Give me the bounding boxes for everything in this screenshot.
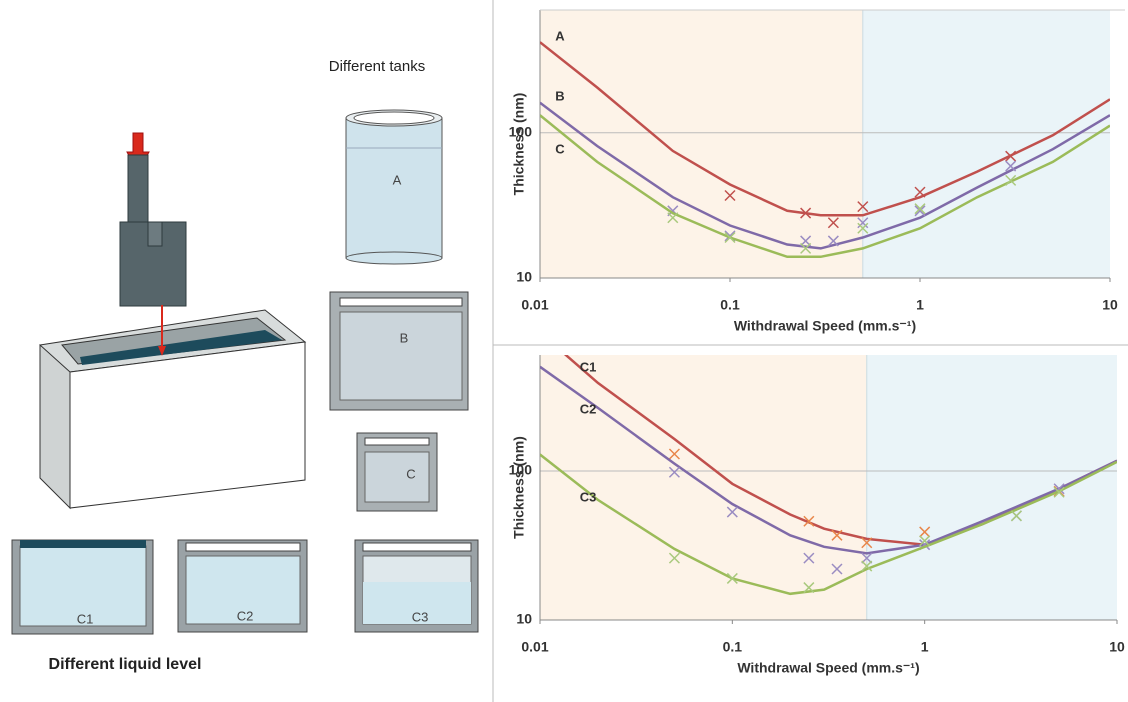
- y-axis-title: Thickness (nm): [511, 436, 527, 539]
- tank-c-inner: [365, 452, 429, 502]
- level-label: C2: [237, 608, 254, 623]
- series-label: C1: [580, 359, 597, 374]
- tank-side: [40, 345, 70, 508]
- series-label: C: [555, 141, 565, 156]
- diagram: Different tanks A B C C1: [12, 58, 478, 673]
- y-tick-label: 10: [516, 269, 532, 285]
- x-tick-label: 0.1: [723, 639, 743, 655]
- x-axis-title: Withdrawal Speed (mm.s⁻¹): [737, 660, 919, 676]
- tank-a-base: [346, 252, 442, 264]
- tank-label: B: [400, 330, 409, 345]
- y-axis-title: Thickness (nm): [511, 93, 527, 196]
- tanks-title: Different tanks: [329, 58, 425, 75]
- series-label: A: [555, 28, 565, 43]
- levels-title: Different liquid level: [49, 656, 202, 673]
- x-tick-label: 1: [921, 639, 929, 655]
- tank-c-opening: [365, 438, 429, 445]
- tank-a-opening: [354, 112, 434, 124]
- x-tick-label: 10: [1109, 639, 1125, 655]
- figure: Different tanks A B C C1: [0, 0, 1128, 702]
- x-tick-label: 0.01: [521, 297, 548, 313]
- tank-label: A: [393, 172, 402, 187]
- series-label: C3: [580, 489, 597, 504]
- tank-label: C: [406, 466, 415, 481]
- region: [863, 10, 1110, 278]
- x-tick-label: 10: [1102, 297, 1118, 313]
- y-tick-label: 10: [516, 611, 532, 627]
- region: [540, 355, 867, 620]
- tank-b-opening: [340, 298, 462, 306]
- tank-c3-opening: [363, 543, 471, 551]
- region: [540, 10, 863, 278]
- level-label: C3: [412, 609, 429, 624]
- x-tick-label: 1: [916, 297, 924, 313]
- x-axis-title: Withdrawal Speed (mm.s⁻¹): [734, 318, 916, 334]
- tank-b-inner: [340, 312, 462, 400]
- region: [867, 355, 1117, 620]
- x-tick-label: 0.01: [521, 639, 548, 655]
- level-label: C1: [77, 611, 94, 626]
- tank-c2-opening: [186, 543, 300, 551]
- tank-a: [346, 118, 442, 258]
- x-tick-label: 0.1: [720, 297, 740, 313]
- tank-c1-surface: [20, 540, 146, 548]
- substrate-clamp: [148, 222, 162, 246]
- series-label: B: [555, 88, 564, 103]
- series-label: C2: [580, 401, 597, 416]
